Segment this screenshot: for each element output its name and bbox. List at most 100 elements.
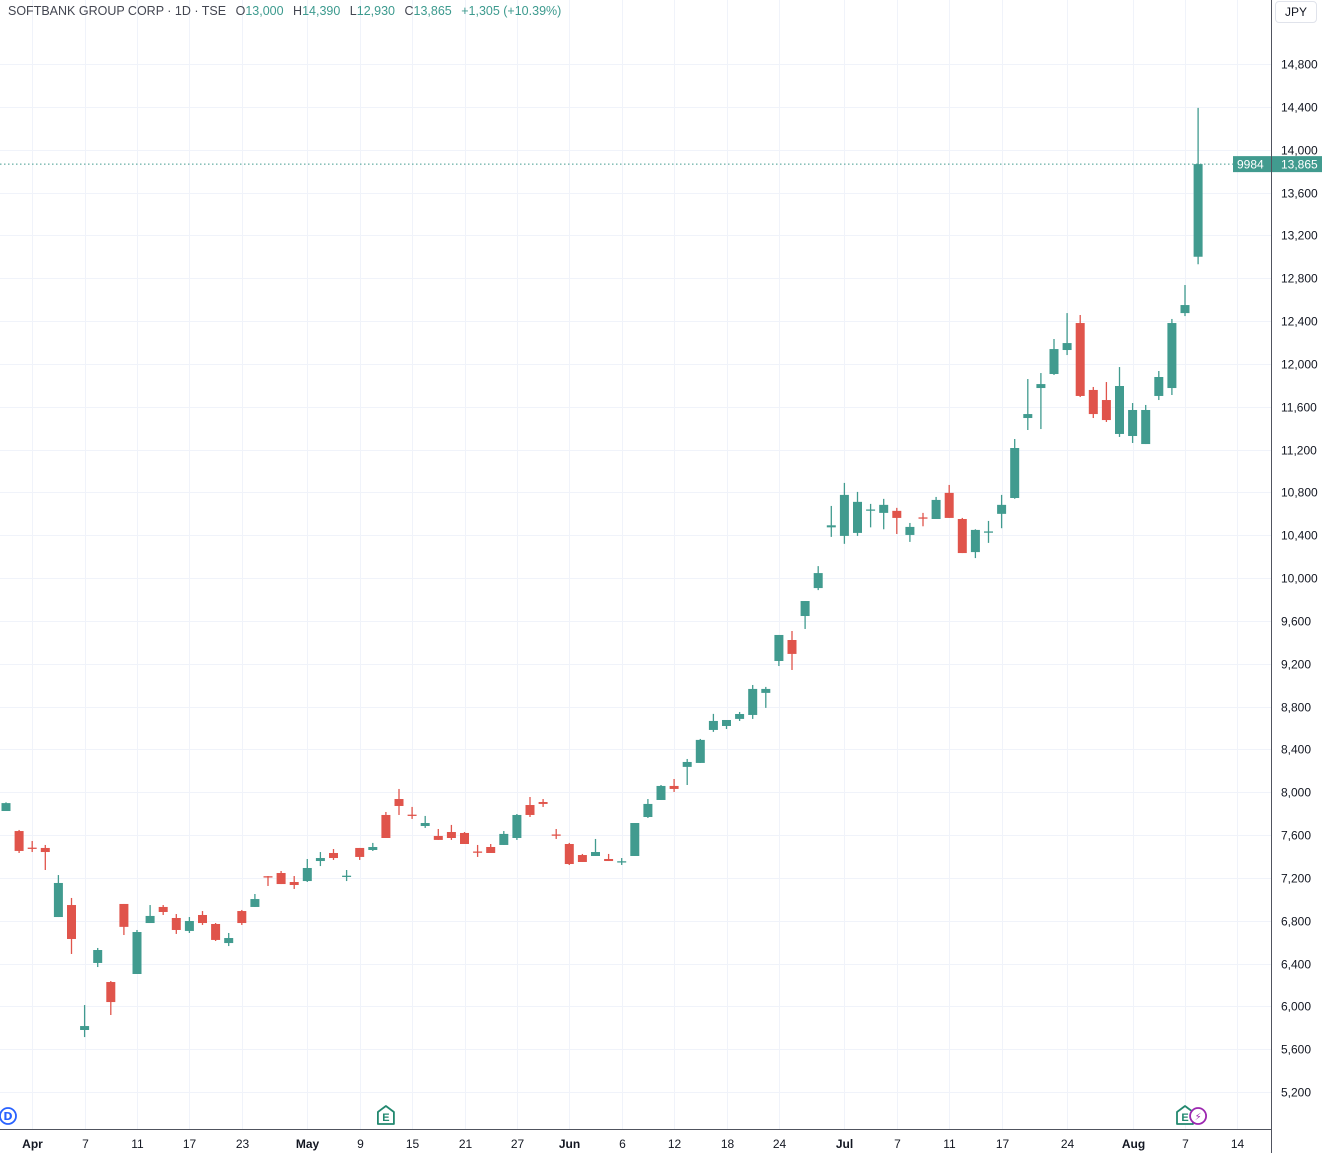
candle (787, 631, 797, 670)
price-tick-label: 11,200 (1281, 444, 1317, 458)
candle-body (499, 833, 509, 845)
candle-body (132, 932, 142, 974)
candle-body (748, 688, 758, 715)
candle (1036, 373, 1046, 430)
candle-body (669, 785, 679, 789)
candle-body (761, 688, 771, 693)
price-tick-label: 10,400 (1281, 529, 1318, 543)
candle (918, 512, 928, 527)
candle-body (460, 832, 469, 844)
time-tick-label: 17 (996, 1137, 1010, 1151)
price-tick-label: 10,800 (1281, 486, 1318, 500)
symbol-title: SOFTBANK GROUP CORP · 1D · TSE (8, 4, 227, 18)
candle-body (198, 914, 207, 924)
candle-body (839, 494, 849, 536)
currency-button[interactable]: JPY (1275, 1, 1317, 23)
candle-body (1154, 377, 1164, 396)
candle (591, 838, 600, 856)
candle-body (682, 761, 692, 767)
candle-body (407, 814, 417, 816)
candle (538, 799, 548, 807)
price-tick-label: 8,400 (1281, 743, 1311, 757)
time-tick-label: 17 (183, 1137, 197, 1151)
candle-body (211, 923, 221, 940)
candle-body (577, 855, 587, 862)
time-tick-label: 12 (668, 1137, 682, 1151)
candle (1010, 439, 1020, 499)
time-tick-label: 7 (82, 1137, 89, 1151)
low-value: 12,930 (356, 4, 395, 18)
candle-body (525, 805, 535, 815)
candle (1023, 379, 1033, 431)
candle-body (224, 938, 234, 944)
candle (460, 832, 469, 844)
candle-body (1062, 343, 1072, 351)
time-tick-label: Jun (559, 1137, 580, 1151)
candle (879, 498, 889, 530)
candle (158, 905, 168, 915)
candle-body (145, 915, 155, 924)
candle (525, 796, 535, 818)
candle (1049, 338, 1059, 375)
candle (800, 601, 810, 629)
candle (1128, 403, 1138, 443)
news-marker-icon[interactable]: ⚡ (1189, 1107, 1207, 1125)
candle-body (512, 814, 522, 838)
time-tick-label: 7 (894, 1137, 901, 1151)
price-axis[interactable]: 5,200 5,600 6,000 6,400 6,800 7,200 7,600 8,000… (1281, 58, 1318, 1100)
candle-body (263, 876, 273, 878)
candle-body (119, 903, 129, 927)
price-tick-label: 5,600 (1281, 1043, 1311, 1057)
candle-body (1141, 409, 1151, 445)
candle (80, 1005, 90, 1038)
dividend-letter: D (3, 1110, 12, 1123)
candle (40, 844, 50, 871)
candle-body (40, 847, 50, 853)
candle (722, 719, 731, 729)
candle (604, 853, 614, 862)
candle-body (551, 834, 561, 836)
candle-body (276, 873, 286, 885)
time-tick-label: 24 (1061, 1137, 1075, 1151)
candle-body (853, 501, 862, 533)
candle-body (14, 831, 24, 851)
candle (905, 522, 915, 542)
price-tick-label: 12,000 (1281, 358, 1318, 372)
candle (342, 870, 352, 882)
candle (1088, 386, 1098, 419)
candle (839, 482, 849, 544)
last-price-value: 13,865 (1281, 158, 1318, 172)
candle-body (617, 861, 627, 863)
candle (708, 713, 718, 732)
candle (957, 517, 967, 554)
candle (774, 634, 784, 667)
candle (564, 842, 574, 865)
candle (394, 788, 404, 815)
candle (1193, 107, 1203, 265)
candle (93, 947, 103, 968)
candle-body (473, 851, 483, 853)
candle (184, 917, 194, 933)
candle (119, 903, 129, 936)
candle-body (787, 640, 797, 654)
candle (1101, 382, 1111, 422)
candle-body (970, 529, 980, 553)
time-tick-label: 7 (1182, 1137, 1189, 1151)
candle-body (184, 920, 194, 931)
low-label: L (349, 4, 357, 18)
candle-body (1023, 414, 1033, 419)
earnings-marker-icon[interactable]: E (377, 1105, 395, 1125)
high-label: H (293, 4, 303, 18)
time-axis[interactable]: Apr 7 11 17 23 May 9 15 21 27 Jun 6 12 18 24 Jul 7 11 17 24… (22, 1137, 1244, 1151)
dividend-marker-icon[interactable]: D (0, 1107, 17, 1125)
price-tick-label: 13,200 (1281, 229, 1318, 243)
earnings-letter: E (382, 1112, 389, 1124)
candle-body (813, 573, 823, 589)
price-tick-label: 6,800 (1281, 915, 1311, 929)
candle (315, 852, 325, 867)
last-price-symbol: 9984 (1237, 158, 1264, 172)
candle-body (1167, 323, 1177, 389)
candle-body (800, 601, 810, 617)
